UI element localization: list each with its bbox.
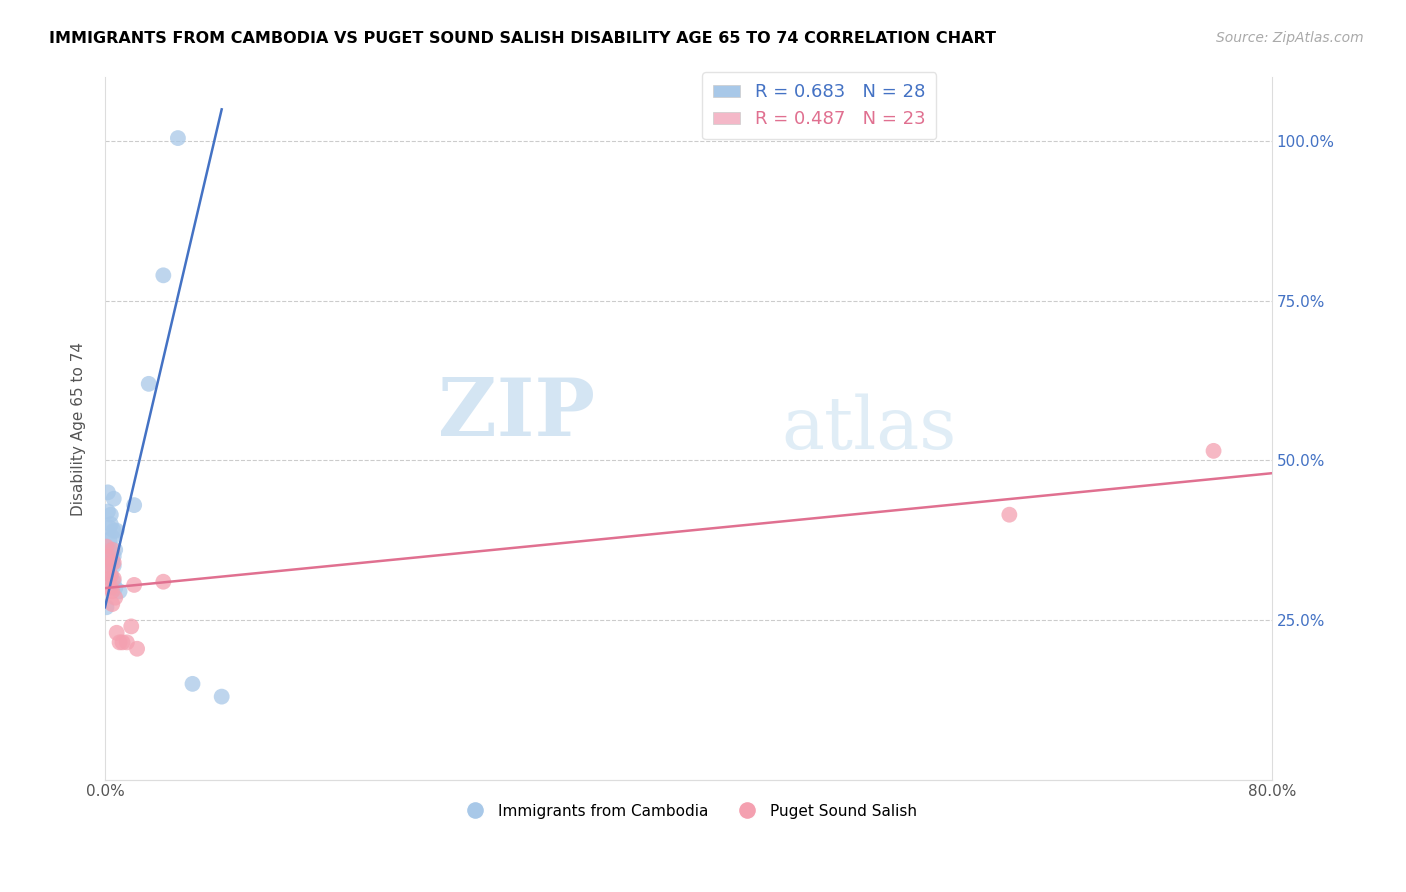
Y-axis label: Disability Age 65 to 74: Disability Age 65 to 74	[72, 342, 86, 516]
Point	[101, 597, 124, 611]
Point	[108, 635, 131, 649]
Point	[104, 591, 127, 605]
Point	[103, 524, 125, 538]
Point	[1202, 443, 1225, 458]
Point	[120, 619, 142, 633]
Point	[108, 584, 131, 599]
Point	[100, 568, 122, 582]
Point	[96, 540, 118, 554]
Point	[98, 572, 121, 586]
Point	[101, 530, 124, 544]
Point	[104, 581, 127, 595]
Point	[103, 572, 125, 586]
Point	[104, 542, 127, 557]
Point	[100, 508, 122, 522]
Point	[101, 542, 124, 557]
Point	[97, 504, 120, 518]
Point	[105, 625, 128, 640]
Point	[138, 376, 160, 391]
Point	[101, 584, 124, 599]
Legend: Immigrants from Cambodia, Puget Sound Salish: Immigrants from Cambodia, Puget Sound Sa…	[454, 797, 922, 824]
Point	[998, 508, 1021, 522]
Point	[167, 131, 190, 145]
Point	[111, 635, 134, 649]
Point	[100, 568, 122, 582]
Point	[152, 268, 174, 283]
Text: Source: ZipAtlas.com: Source: ZipAtlas.com	[1216, 31, 1364, 45]
Text: atlas: atlas	[782, 393, 957, 464]
Point	[103, 574, 125, 589]
Point	[97, 485, 120, 500]
Text: ZIP: ZIP	[439, 376, 595, 453]
Point	[96, 600, 118, 615]
Point	[105, 524, 128, 538]
Point	[101, 546, 124, 560]
Point	[122, 498, 145, 512]
Point	[100, 517, 122, 532]
Point	[98, 520, 121, 534]
Point	[98, 556, 121, 570]
Text: IMMIGRANTS FROM CAMBODIA VS PUGET SOUND SALISH DISABILITY AGE 65 TO 74 CORRELATI: IMMIGRANTS FROM CAMBODIA VS PUGET SOUND …	[49, 31, 997, 46]
Point	[98, 533, 121, 548]
Point	[211, 690, 233, 704]
Point	[125, 641, 148, 656]
Point	[103, 549, 125, 564]
Point	[122, 578, 145, 592]
Point	[100, 581, 122, 595]
Point	[152, 574, 174, 589]
Point	[97, 549, 120, 564]
Point	[98, 542, 121, 557]
Point	[103, 491, 125, 506]
Point	[100, 556, 122, 570]
Point	[115, 635, 138, 649]
Point	[97, 558, 120, 573]
Point	[181, 677, 204, 691]
Point	[103, 558, 125, 573]
Point	[103, 556, 125, 570]
Point	[101, 552, 124, 566]
